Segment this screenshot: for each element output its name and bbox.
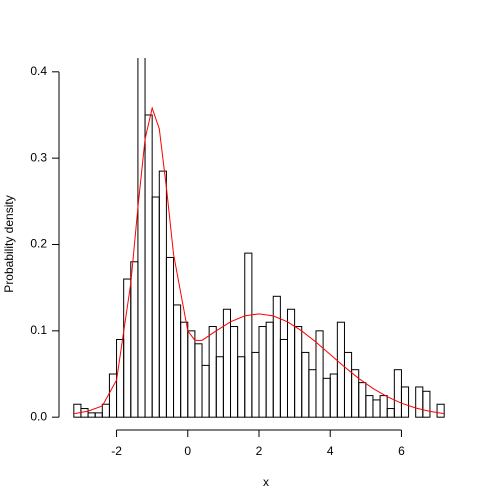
bar: [393, 369, 402, 418]
bar: [244, 252, 253, 418]
bar: [215, 356, 224, 418]
x-tick-label: 6: [398, 444, 405, 458]
bar: [265, 321, 274, 418]
density-curve: [73, 106, 445, 415]
bar: [315, 330, 324, 418]
bar: [201, 364, 210, 418]
bar: [237, 356, 246, 418]
bar: [372, 399, 381, 418]
bar: [279, 338, 288, 418]
bar: [422, 390, 431, 418]
bar: [415, 386, 424, 418]
bar: [400, 386, 410, 418]
bar: [379, 395, 388, 418]
y-tick-label: 0.0: [30, 409, 47, 423]
bar: [343, 351, 353, 418]
bar: [151, 196, 160, 418]
bar: [87, 412, 96, 418]
bar: [230, 326, 239, 418]
bar: [180, 321, 189, 418]
x-axis-label: x: [263, 475, 269, 489]
bar: [165, 256, 175, 418]
bar: [251, 351, 260, 418]
bar: [272, 295, 281, 418]
y-tick-label: 0.4: [30, 64, 47, 78]
bar: [80, 408, 89, 418]
bar: [194, 343, 203, 418]
x-tick-label: 2: [256, 444, 263, 458]
y-tick-label: 0.3: [30, 150, 47, 164]
bar: [208, 326, 217, 418]
y-tick-label: 0.1: [30, 323, 47, 337]
plot-area: [73, 58, 445, 418]
bar: [301, 351, 310, 418]
bar: [322, 377, 331, 418]
bar: [258, 326, 267, 418]
bar: [187, 330, 196, 418]
y-tick-label: 0.2: [30, 237, 47, 251]
bar: [308, 369, 317, 418]
bar: [137, 58, 146, 418]
bar: [108, 373, 118, 418]
y-axis-label: Probability density: [2, 195, 16, 292]
x-tick-label: 0: [184, 444, 191, 458]
bar: [116, 338, 125, 418]
bar: [130, 261, 139, 418]
bar: [123, 278, 132, 418]
bar: [94, 412, 103, 418]
bar: [365, 395, 374, 418]
bar: [73, 403, 82, 418]
bar: [173, 304, 182, 418]
bar: [336, 321, 345, 418]
bar: [351, 369, 360, 418]
bar: [144, 114, 153, 418]
bar: [101, 403, 110, 418]
bar: [294, 326, 303, 418]
bar: [158, 170, 167, 418]
bar: [386, 408, 395, 418]
x-tick-label: 4: [327, 444, 334, 458]
x-tick-label: -2: [111, 444, 122, 458]
bar: [436, 403, 445, 418]
bar: [329, 373, 338, 418]
bar: [358, 382, 367, 418]
